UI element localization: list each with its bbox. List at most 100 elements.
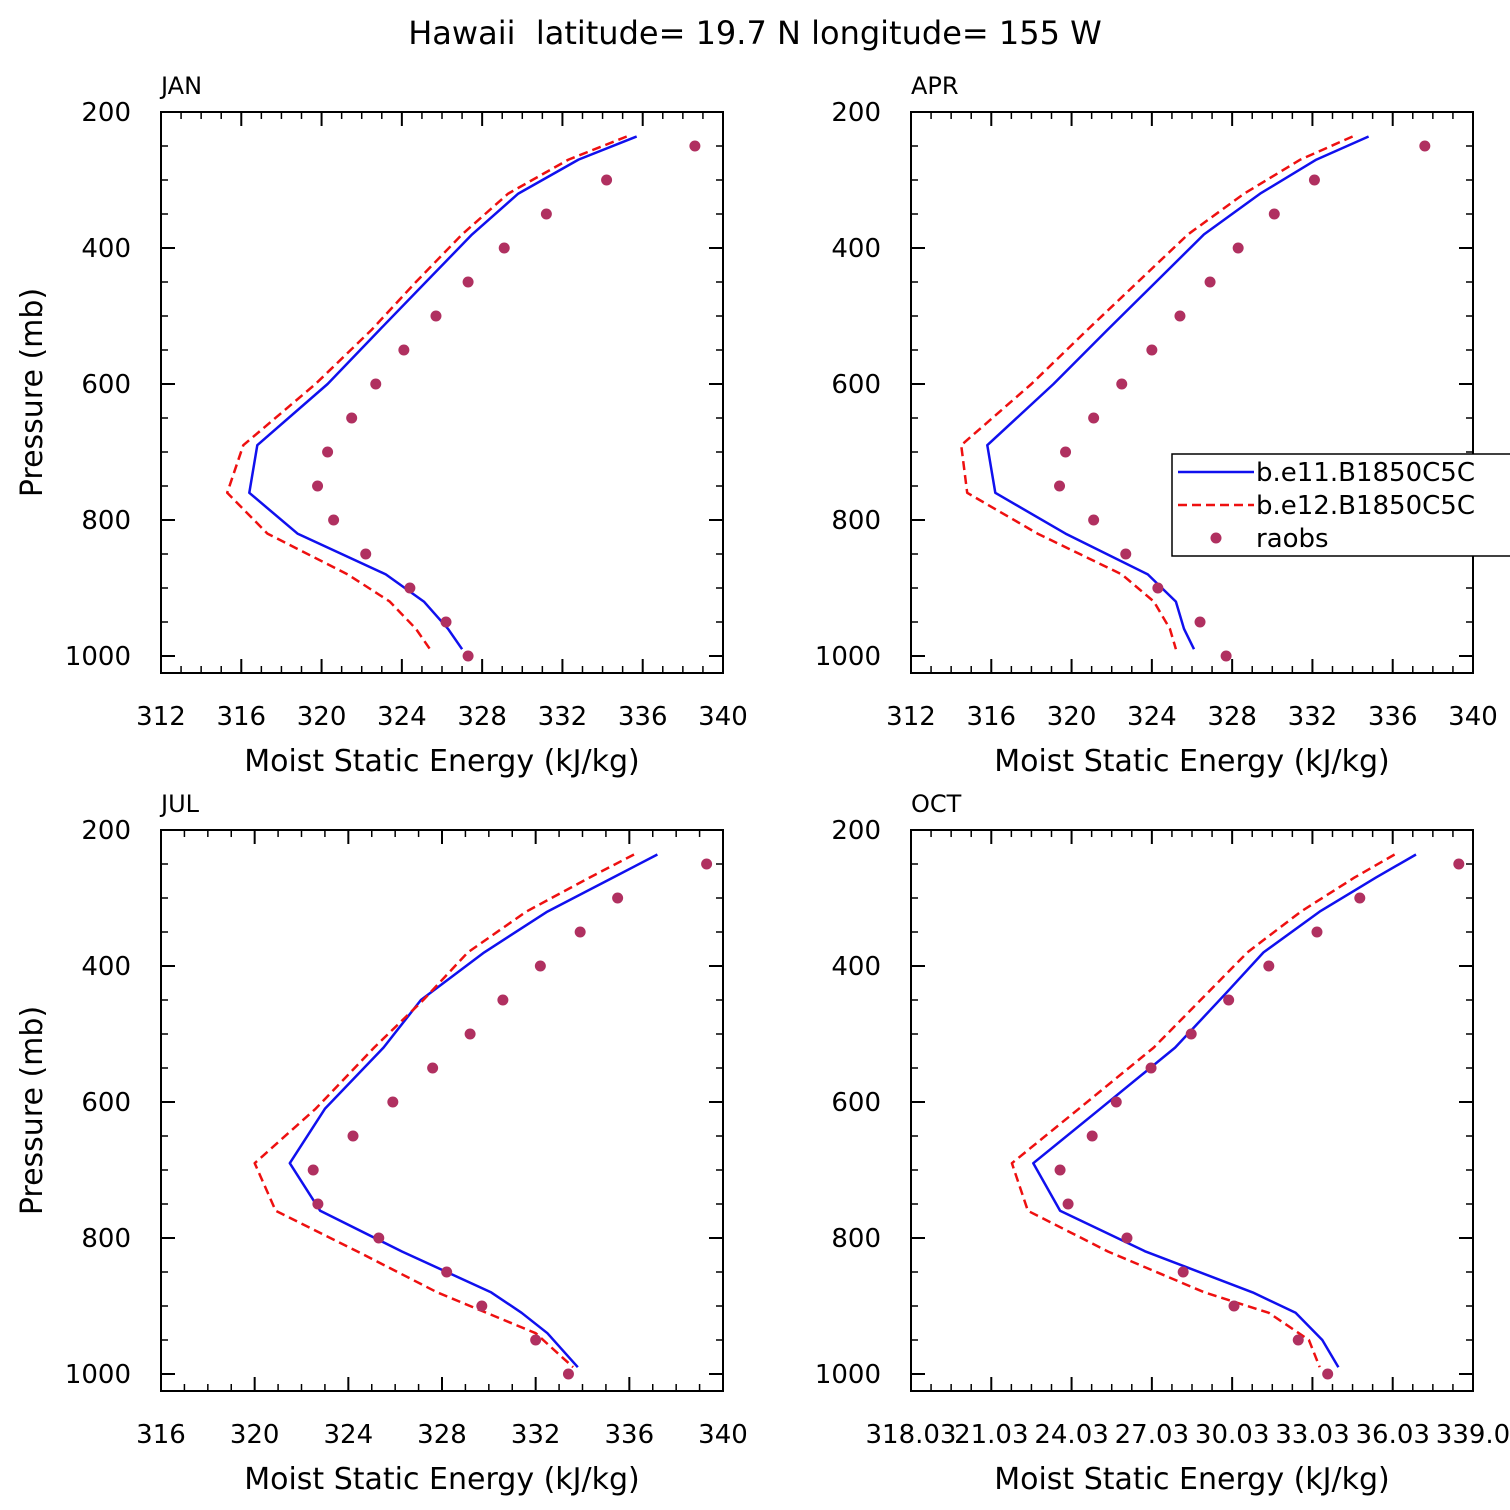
raobs-point — [1292, 1334, 1304, 1346]
y-tick-label: 400 — [831, 952, 881, 982]
y-tick-label: 400 — [81, 234, 131, 264]
x-tick-label: 312 — [886, 702, 936, 732]
y-tick-label: 200 — [831, 98, 881, 128]
panel-label: JAN — [159, 72, 202, 100]
x-tick-label: 33.03 — [1275, 1420, 1349, 1450]
raobs-point — [476, 1300, 488, 1312]
raobs-point — [440, 616, 452, 628]
x-tick-label: 36.03 — [1355, 1420, 1429, 1450]
x-axis-label: Moist Static Energy (kJ/kg) — [994, 1462, 1390, 1497]
x-tick-label: 336 — [1368, 702, 1418, 732]
raobs-point — [1088, 412, 1100, 424]
y-tick-label: 600 — [831, 1088, 881, 1118]
x-tick-label: 316 — [136, 1420, 186, 1450]
raobs-point — [441, 1266, 453, 1278]
raobs-point — [574, 926, 586, 938]
raobs-point — [1110, 1096, 1122, 1108]
x-tick-label: 332 — [538, 702, 588, 732]
raobs-point — [1116, 378, 1128, 390]
y-tick-label: 200 — [81, 816, 131, 846]
raobs-point — [398, 344, 410, 356]
raobs-point — [1204, 276, 1216, 288]
x-tick-label: 320 — [1047, 702, 1097, 732]
legend-marker-raobs — [1210, 532, 1222, 544]
raobs-point — [1145, 1062, 1157, 1074]
y-tick-label: 800 — [81, 506, 131, 536]
raobs-point — [1308, 174, 1320, 186]
panel-apr: APR 312 316 320 324 328 332 336 340 200 400 600 800 1… — [815, 72, 1498, 779]
panel-label: OCT — [911, 790, 962, 818]
y-tick-label: 600 — [831, 370, 881, 400]
x-axis-label: Moist Static Energy (kJ/kg) — [244, 744, 640, 779]
raobs-point — [462, 276, 474, 288]
raobs-point — [612, 892, 624, 904]
raobs-point — [427, 1062, 439, 1074]
raobs-point — [540, 208, 552, 220]
x-tick-label: 328 — [1207, 702, 1257, 732]
x-tick-label: 340 — [698, 702, 748, 732]
raobs-point — [312, 1198, 324, 1210]
series-line-1 — [288, 853, 658, 1369]
raobs-point — [530, 1334, 542, 1346]
x-tick-label: 332 — [511, 1420, 561, 1450]
panel-jan: JAN 312 316 320 324 328 332 336 340 200 400 600 800 1… — [15, 72, 748, 779]
y-tick-label: 800 — [831, 1224, 881, 1254]
raobs-point — [1263, 960, 1275, 972]
panel-label: JUL — [159, 790, 200, 818]
raobs-point — [312, 480, 324, 492]
x-tick-label: 340 — [1448, 702, 1498, 732]
raobs-point — [1086, 1130, 1098, 1142]
raobs-point — [1120, 548, 1132, 560]
raobs-point — [1228, 1300, 1240, 1312]
y-tick-label: 600 — [81, 1088, 131, 1118]
raobs-point — [370, 378, 382, 390]
panel-label: APR — [911, 72, 959, 100]
raobs-point — [1268, 208, 1280, 220]
x-tick-label: 339.0 — [1436, 1420, 1510, 1450]
raobs-point — [1060, 446, 1072, 458]
panel-jul: JUL 316 320 324 328 332 336 340 200 400 600 800 1000… — [15, 790, 748, 1497]
raobs-point — [387, 1096, 399, 1108]
y-tick-label: 1000 — [65, 1360, 131, 1390]
raobs-point — [1220, 650, 1232, 662]
series-line-2 — [225, 135, 628, 650]
raobs-point — [347, 1130, 359, 1142]
x-axis-label: Moist Static Energy (kJ/kg) — [244, 1462, 640, 1497]
raobs-point — [1088, 514, 1100, 526]
raobs-point — [1174, 310, 1186, 322]
x-tick-label: 316 — [216, 702, 266, 732]
raobs-point — [307, 1164, 319, 1176]
raobs-point — [373, 1232, 385, 1244]
series-line-1 — [248, 135, 638, 650]
x-axis-label: Moist Static Energy (kJ/kg) — [994, 744, 1390, 779]
y-tick-label: 1000 — [815, 642, 881, 672]
panels-group: JAN 312 316 320 324 328 332 336 340 200 400 600 800 1… — [15, 72, 1510, 1497]
raobs-point — [1354, 892, 1366, 904]
x-tick-label: 340 — [698, 1420, 748, 1450]
raobs-point — [322, 446, 334, 458]
raobs-point — [1054, 480, 1066, 492]
series-line-2 — [959, 135, 1354, 650]
raobs-point — [689, 140, 701, 152]
series-line-1 — [986, 135, 1370, 650]
raobs-point — [1223, 994, 1235, 1006]
raobs-point — [328, 514, 340, 526]
y-tick-label: 200 — [831, 816, 881, 846]
raobs-point — [1152, 582, 1164, 594]
raobs-point — [346, 412, 358, 424]
x-tick-label: 24.03 — [1034, 1420, 1108, 1450]
y-tick-label: 1000 — [65, 642, 131, 672]
raobs-point — [1232, 242, 1244, 254]
raobs-point — [464, 1028, 476, 1040]
figure-title: Hawaii latitude= 19.7 N longitude= 155 W — [408, 14, 1102, 52]
x-tick-label: 328 — [417, 1420, 467, 1450]
raobs-point — [1419, 140, 1431, 152]
raobs-point — [1453, 858, 1465, 870]
raobs-point — [430, 310, 442, 322]
raobs-point — [1062, 1198, 1074, 1210]
raobs-point — [1185, 1028, 1197, 1040]
x-tick-label: 316 — [966, 702, 1016, 732]
x-tick-label: 324 — [1127, 702, 1177, 732]
